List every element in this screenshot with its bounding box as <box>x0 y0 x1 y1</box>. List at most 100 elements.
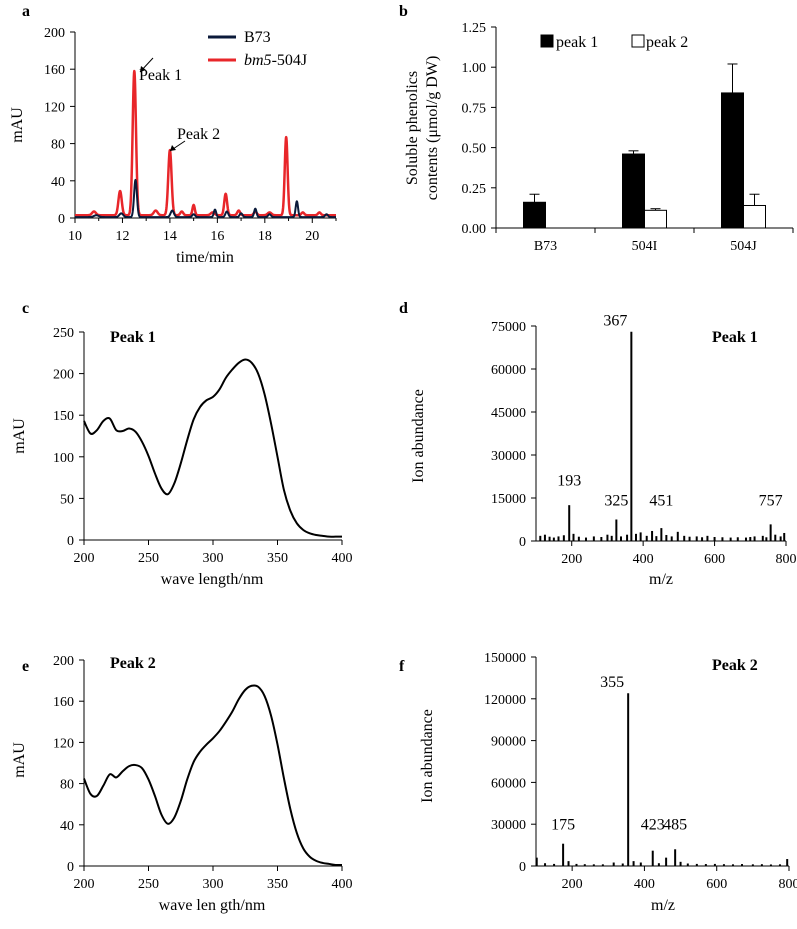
y-tick-label: 0.50 <box>462 142 487 157</box>
x-tick-label: 10 <box>68 229 82 244</box>
x-tick-label: 250 <box>138 551 159 566</box>
legend-swatch-peak-2 <box>631 34 645 48</box>
legend: peak 1 peak 2 <box>540 34 688 51</box>
y-axis-label: Ion abundance <box>419 709 436 803</box>
x-tick-label: 16 <box>210 229 224 244</box>
y-tick-label: 30000 <box>491 818 526 833</box>
axis-ticks: 0 50 100 150 200 250 200 250 300 350 400 <box>53 326 353 566</box>
y-axis-label: mAU <box>9 107 26 143</box>
y-axis-label-units: contents (μmol/g DW) <box>424 56 441 201</box>
axis-ticks: 0.00 0.25 0.50 0.75 1.00 1.25 B73 504I 504J <box>462 21 794 254</box>
peak-label: 485 <box>663 817 687 834</box>
axis-ticks: 0 40 80 120 160 200 10 12 14 16 18 20 <box>44 26 337 244</box>
panel-label-c: c <box>22 300 29 317</box>
annotation-peak-2: Peak 2 <box>177 126 220 143</box>
arrow-head-icon <box>170 145 176 151</box>
spectrum-line <box>83 684 343 867</box>
y-tick-label: 75000 <box>491 320 526 335</box>
y-tick-label: 40 <box>51 175 65 190</box>
x-tick-label: 200 <box>562 877 583 892</box>
series-line-bm5-504j <box>73 69 338 217</box>
x-tick-label: 20 <box>305 229 319 244</box>
y-tick-label: 60000 <box>491 363 526 378</box>
x-tick-label: 12 <box>115 229 129 244</box>
x-tick-label: 300 <box>203 877 224 892</box>
y-tick-label: 0.00 <box>462 222 487 237</box>
legend-label-bm5: bm5-504J <box>244 52 307 69</box>
x-tick-label: 350 <box>267 551 288 566</box>
y-tick-label: 1.25 <box>462 21 487 36</box>
panel-label-f: f <box>399 658 405 675</box>
y-tick-label: 60000 <box>491 776 526 791</box>
chart-title: Peak 1 <box>712 329 758 346</box>
panel-f-mass-spectrum: f Ion abundance m/z Peak 2 0 30000 60000 90… <box>399 651 797 914</box>
panel-label-e: e <box>22 658 29 675</box>
y-tick-label: 0 <box>58 212 65 227</box>
bar-peak-1 <box>721 92 744 229</box>
y-tick-label: 120 <box>44 100 65 115</box>
x-tick-label: 504I <box>632 239 658 254</box>
peak-label: 423 <box>641 817 665 834</box>
y-tick-label: 0.75 <box>462 101 487 116</box>
peak-label: 757 <box>759 493 783 510</box>
y-axis-label: Soluble phenolics <box>404 71 421 185</box>
peak-label: 355 <box>600 674 624 691</box>
y-tick-label: 0 <box>67 534 74 549</box>
x-tick-label: 350 <box>267 877 288 892</box>
y-tick-label: 90000 <box>491 735 526 750</box>
series-line-b73 <box>74 178 337 219</box>
bar-peak-1 <box>523 201 546 229</box>
y-axis-label: Ion abundance <box>410 389 427 483</box>
arrow-head-icon <box>140 66 146 72</box>
chart-title: Peak 2 <box>712 657 758 674</box>
y-tick-label: 120000 <box>484 693 526 708</box>
y-tick-label: 15000 <box>491 492 526 507</box>
y-tick-label: 200 <box>44 26 65 41</box>
y-tick-label: 120 <box>53 736 74 751</box>
x-tick-label: 400 <box>634 877 655 892</box>
y-tick-label: 200 <box>53 368 74 383</box>
axis-ticks: 0 40 80 120 160 200 200 250 300 350 400 <box>53 654 353 892</box>
y-tick-label: 0 <box>67 860 74 875</box>
y-tick-label: 150000 <box>484 651 526 666</box>
y-tick-label: 50 <box>60 492 74 507</box>
y-tick-label: 30000 <box>491 449 526 464</box>
y-tick-label: 0.25 <box>462 182 487 197</box>
y-tick-label: 100 <box>53 451 74 466</box>
x-tick-label: 250 <box>138 877 159 892</box>
x-tick-label: 14 <box>163 229 177 244</box>
chart-title: Peak 1 <box>110 329 156 346</box>
x-tick-label: 200 <box>561 552 582 567</box>
plot-area: 367 193 325 451 757 <box>539 313 786 541</box>
legend: B73 bm5-504J <box>208 29 307 69</box>
y-tick-label: 200 <box>53 654 74 669</box>
chart-title: Peak 2 <box>110 655 156 672</box>
panel-label-b: b <box>399 3 408 20</box>
x-axis-label: wave length/nm <box>161 571 264 588</box>
bar-peak-2 <box>644 209 667 229</box>
peak-label: 175 <box>551 817 575 834</box>
legend-swatch-peak-1 <box>540 34 554 48</box>
axis-ticks: 0 15000 30000 45000 60000 75000 200 400 600 800 <box>491 320 797 567</box>
peak-label: 451 <box>649 493 673 510</box>
panel-e-uv-spectrum: e mAU wave len gth/nm Peak 2 0 40 80 120 160… <box>11 654 353 914</box>
x-tick-label: 504J <box>730 239 757 254</box>
bar-peak-2 <box>743 204 766 229</box>
x-tick-label: 400 <box>633 552 654 567</box>
x-axis-label: time/min <box>176 249 234 266</box>
y-tick-label: 1.00 <box>462 61 487 76</box>
legend-label-peak-1: peak 1 <box>556 34 598 51</box>
panel-label-a: a <box>22 3 30 20</box>
y-axis-label: mAU <box>11 742 28 778</box>
peak-label: 325 <box>604 493 628 510</box>
panel-d-mass-spectrum: d Ion abundance m/z Peak 1 0 15000 30000 45… <box>399 300 797 588</box>
y-tick-label: 40 <box>60 819 74 834</box>
plot-area <box>73 69 338 219</box>
x-tick-label: 200 <box>74 877 95 892</box>
legend-label-b73: B73 <box>244 29 271 46</box>
plot-area <box>83 358 342 538</box>
y-tick-label: 0 <box>519 535 526 550</box>
x-tick-label: 800 <box>779 877 797 892</box>
y-tick-label: 160 <box>44 63 65 78</box>
plot-area <box>83 684 343 867</box>
